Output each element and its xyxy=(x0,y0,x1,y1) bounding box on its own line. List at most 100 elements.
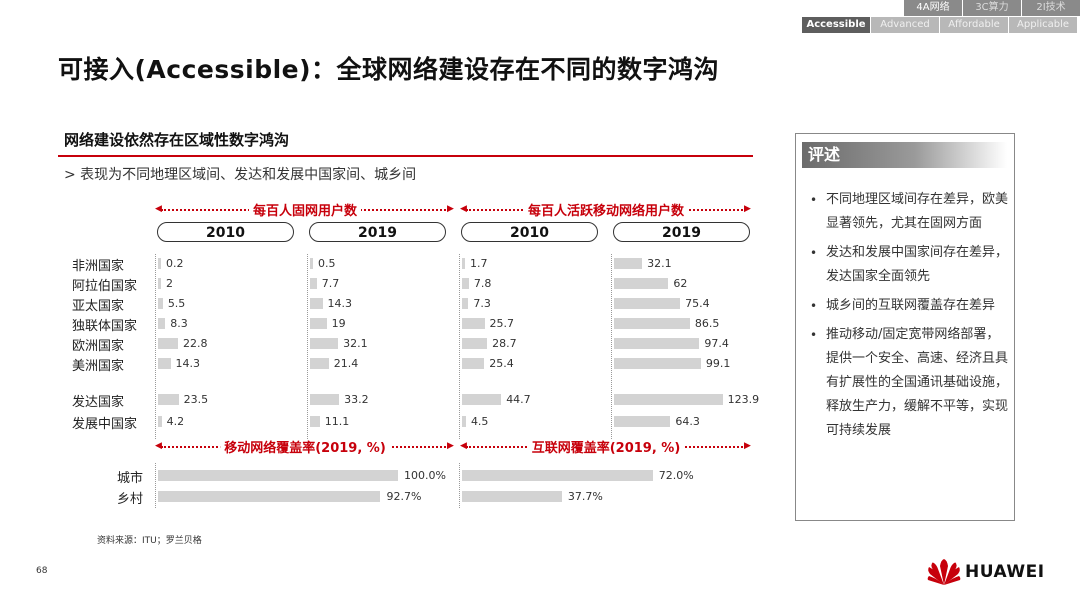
bar xyxy=(462,338,488,349)
bar-value-label: 7.3 xyxy=(473,297,491,310)
bar xyxy=(462,258,465,269)
bar-value-label: 4.5 xyxy=(470,415,489,428)
bar-value-label: 2 xyxy=(166,277,173,290)
arrow-right-icon: ▶ xyxy=(447,204,454,214)
row-label: 发展中国家 xyxy=(72,417,138,432)
coverage-value-label: 100.0% xyxy=(404,469,446,482)
bar xyxy=(158,278,161,289)
arrow-left-icon: ◀ xyxy=(460,441,467,451)
bar xyxy=(462,278,469,289)
bullet-dot-icon: • xyxy=(810,246,818,260)
coverage-value-label: 92.7% xyxy=(386,490,422,503)
bar xyxy=(462,358,485,369)
arrow-right-icon: ▶ xyxy=(447,441,454,451)
bar-value-label: 14.3 xyxy=(327,297,353,310)
column-separator xyxy=(307,254,308,439)
subtitle-underline xyxy=(58,155,753,157)
bar-value-label: 97.4 xyxy=(704,337,729,350)
row-label: 独联体国家 xyxy=(72,319,138,334)
comment-list: • 不同地理区域间存在差异，欧美显著领先，尤其在固网方面 • 发达和发展中国家间存在差… xyxy=(808,188,1008,448)
row-label: 美洲国家 xyxy=(72,359,125,374)
comment-box xyxy=(795,133,1015,521)
year-pill-2010: 2010 xyxy=(461,222,598,242)
coverage-row-label: 乡村 xyxy=(117,492,144,507)
column-separator xyxy=(155,463,156,508)
column-separator xyxy=(459,463,460,508)
bar xyxy=(310,278,317,289)
bar-value-label: 5.5 xyxy=(167,297,186,310)
section-title: 每百人固网用户数 xyxy=(248,200,362,219)
bar-value-label: 7.8 xyxy=(473,277,492,290)
bar-value-label: 22.8 xyxy=(182,337,208,350)
nav-subtab-accessible: Accessible xyxy=(802,17,870,33)
bar xyxy=(614,338,700,349)
bullet-dot-icon: • xyxy=(810,193,818,207)
arrow-left-icon: ◀ xyxy=(460,204,467,214)
section-description: > 表现为不同地理区域间、发达和发展中国家间、城乡间 xyxy=(64,167,417,183)
nav-subtab-applicable: Applicable xyxy=(1009,17,1077,33)
bar xyxy=(310,338,339,349)
comment-item: • 发达和发展中国家间存在差异，发达国家全面领先 xyxy=(808,241,1008,289)
bar xyxy=(614,358,701,369)
row-label: 发达国家 xyxy=(72,395,125,410)
comment-item-text: 推动移动/固定宽带网络部署，提供一个安全、高速、经济且具有扩展性的全国通讯基础设… xyxy=(826,327,1009,438)
coverage-value-label: 72.0% xyxy=(658,469,694,482)
comment-item-text: 城乡间的互联网覆盖存在差异 xyxy=(826,298,996,313)
source-note: 资料来源：ITU；罗兰贝格 xyxy=(97,536,202,546)
bar-value-label: 7.7 xyxy=(321,277,340,290)
comment-heading: 评述 xyxy=(808,145,841,164)
page-title: 可接入(Accessible)：全球网络建设存在不同的数字鸿沟 xyxy=(58,55,720,84)
column-separator xyxy=(155,254,156,439)
bar-value-label: 99.1 xyxy=(705,357,731,370)
bar xyxy=(158,318,166,329)
coverage-row-label: 城市 xyxy=(117,471,144,486)
bar xyxy=(310,416,320,427)
nav-subtab-affordable: Affordable xyxy=(940,17,1008,33)
coverage-value-label: 37.7% xyxy=(567,490,603,503)
bullet-dot-icon: • xyxy=(810,299,818,313)
comment-item: • 城乡间的互联网覆盖存在差异 xyxy=(808,294,1008,318)
huawei-logo-text: HUAWEI xyxy=(965,562,1045,582)
column-separator xyxy=(611,254,612,439)
comment-item-text: 不同地理区域间存在差异，欧美显著领先，尤其在固网方面 xyxy=(826,192,1009,231)
bar xyxy=(158,358,171,369)
bar-value-label: 123.9 xyxy=(727,393,760,406)
section-title: 每百人活跃移动网络用户数 xyxy=(523,200,689,219)
bar-value-label: 32.1 xyxy=(647,257,672,270)
coverage-bar xyxy=(158,491,381,502)
bullet-dot-icon: • xyxy=(810,328,818,342)
row-label: 非洲国家 xyxy=(72,259,125,274)
column-separator xyxy=(459,254,460,439)
bar-value-label: 62 xyxy=(673,277,688,290)
bar-value-label: 64.3 xyxy=(675,415,700,428)
bar xyxy=(614,394,723,405)
bar xyxy=(462,394,502,405)
bar-value-label: 1.7 xyxy=(470,257,488,270)
row-label: 亚太国家 xyxy=(72,299,125,314)
bar xyxy=(614,258,643,269)
comment-header xyxy=(802,142,1007,168)
bar xyxy=(614,318,690,329)
bar xyxy=(158,298,163,309)
bar-value-label: 0.2 xyxy=(166,257,184,270)
section-title: 移动网络覆盖率(2019, %) xyxy=(220,437,390,456)
comment-item: • 不同地理区域间存在差异，欧美显著领先，尤其在固网方面 xyxy=(808,188,1008,236)
row-label: 阿拉伯国家 xyxy=(72,279,138,294)
comment-item-text: 发达和发展中国家间存在差异，发达国家全面领先 xyxy=(826,245,1009,284)
row-label: 欧洲国家 xyxy=(72,339,125,354)
huawei-flower-icon xyxy=(927,559,961,585)
bar-value-label: 44.7 xyxy=(506,393,531,406)
nav-tab-1: 3C算力 xyxy=(963,0,1021,16)
bar-value-label: 86.5 xyxy=(694,317,720,330)
bar xyxy=(462,416,466,427)
bar xyxy=(158,258,161,269)
section-subtitle: 网络建设依然存在区域性数字鸿沟 xyxy=(64,131,290,149)
year-pill-2010: 2010 xyxy=(157,222,294,242)
bar-value-label: 23.5 xyxy=(183,393,209,406)
bar xyxy=(158,394,179,405)
bar-value-label: 0.5 xyxy=(318,257,336,270)
bar xyxy=(158,416,162,427)
bar-value-label: 33.2 xyxy=(344,393,369,406)
bar-value-label: 19 xyxy=(331,317,346,330)
bar xyxy=(310,318,327,329)
